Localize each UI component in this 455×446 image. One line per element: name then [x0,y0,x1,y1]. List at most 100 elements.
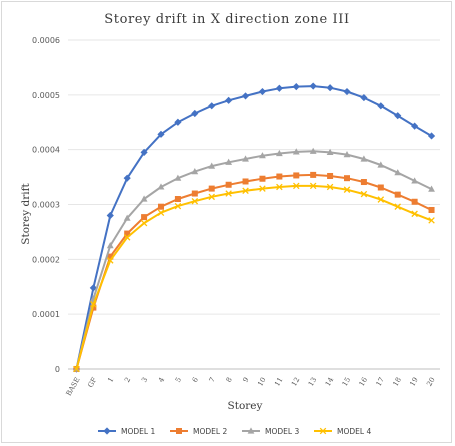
x-tick-label: 20 [425,376,436,388]
series-line [75,184,432,370]
data-point [242,155,249,162]
data-point [123,234,131,241]
data-point [140,195,148,202]
legend-item: MODEL 3 [242,427,299,436]
x-axis-title: Storey [228,400,263,412]
data-point [123,174,131,182]
series-line [75,150,432,370]
data-point [309,82,317,90]
data-point [141,214,148,221]
x-tick-label: 9 [242,376,251,384]
data-point [107,257,114,264]
data-point [377,102,385,110]
legend-item: MODEL 1 [98,427,155,436]
x-tick-label: 17 [375,376,386,388]
data-point [259,152,266,159]
data-point [360,155,368,162]
data-point [259,175,266,182]
data-point [73,365,80,373]
x-tick-labels: BASE GF 1 2 3 4 5 6 7 8 9 10 11 12 13 14 15 16 17 18 19 20 [65,376,437,398]
data-point [107,253,114,260]
data-point [276,183,283,191]
data-point [411,177,419,184]
x-tick-label: 16 [358,376,370,388]
y-tick-label: 0.0002 [32,255,60,264]
x-tick-label: 19 [408,376,419,388]
data-point [326,148,334,156]
data-point [377,196,385,203]
data-point [225,190,232,197]
legend-item: MODEL 4 [314,427,371,436]
x-tick-label: BASE [65,376,82,397]
data-point [176,428,182,434]
data-point [191,109,199,118]
data-point [241,92,250,100]
data-point [428,206,435,213]
data-point [225,181,232,188]
x-tick-label: 13 [307,376,318,388]
data-point [394,112,402,120]
data-point [123,214,131,221]
data-point [174,118,182,126]
grid-lines [68,39,440,315]
data-point [411,198,418,205]
y-tick-label: 0.0004 [32,146,60,155]
data-point [103,427,111,435]
series-line [75,85,433,370]
data-point [106,211,114,220]
data-point [343,87,351,96]
data-point [292,148,300,155]
data-point [140,219,148,227]
data-point [326,183,334,191]
data-point [343,186,351,193]
data-point [191,168,199,175]
data-point [309,147,317,154]
data-point [208,102,216,110]
data-point [411,122,419,130]
legend: MODEL 1 MODEL 2 MODEL 3 MODEL 4 [98,427,371,436]
data-point [258,87,267,96]
series-2 [73,171,435,372]
data-point [360,190,368,198]
data-point [124,230,131,237]
data-point [89,284,97,292]
data-point [428,185,435,192]
data-point [377,161,385,168]
legend-label: MODEL 4 [337,427,371,436]
y-tick-label: 0.0001 [32,310,60,319]
data-point [174,202,182,210]
data-point [293,172,300,179]
data-point [225,158,233,165]
data-point [106,242,114,249]
series-1 [72,82,436,373]
x-tick-label: 18 [392,376,403,388]
data-point [344,175,350,182]
data-point [242,178,249,185]
data-point [377,184,384,191]
data-point [327,172,334,179]
x-tick-label: 6 [191,376,200,384]
data-point [326,84,334,92]
data-point [394,191,401,198]
y-tick-label: 0.0005 [32,91,60,100]
series-4 [73,182,435,373]
x-tick-label: 12 [290,376,301,388]
data-point [140,148,148,157]
legend-item: MODEL 2 [170,427,227,436]
x-tick-label: 8 [225,376,234,384]
y-axis-title: Storey drift [20,183,32,245]
data-point [394,169,402,176]
x-tick-label: 5 [174,376,183,384]
data-point [208,162,216,169]
data-point [157,183,165,190]
data-point [259,185,266,192]
x-tick-label: 7 [208,376,217,384]
data-point [174,174,182,181]
y-tick-labels: 0 0.0001 0.0002 0.0003 0.0004 0.0005 0.0006 [32,36,60,374]
data-point [343,151,351,158]
data-point [360,179,367,186]
data-point [225,96,233,104]
data-point [292,83,300,91]
data-point [309,182,317,190]
data-point [276,173,283,180]
